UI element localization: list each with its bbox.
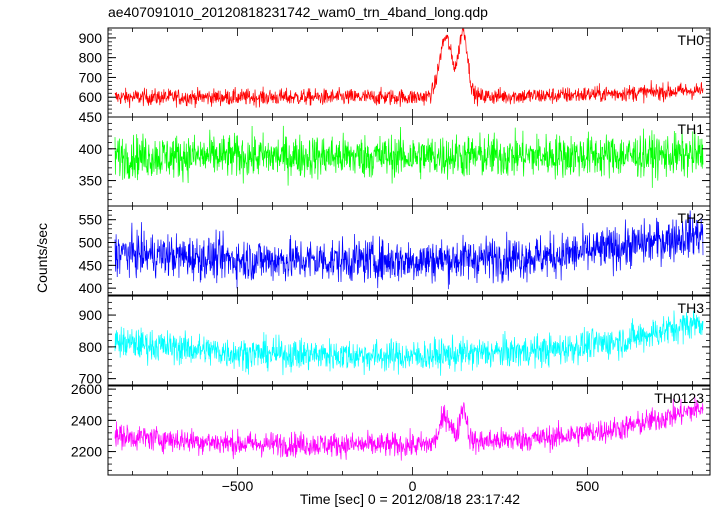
y-tick-label: 500 xyxy=(79,235,103,251)
y-tick-label: 700 xyxy=(79,371,103,387)
panel-frame xyxy=(107,205,711,296)
y-tick-label: 450 xyxy=(79,257,103,273)
x-tick-label: 500 xyxy=(576,478,600,494)
series-line-th3 xyxy=(114,310,704,376)
y-tick-label: 900 xyxy=(79,307,103,323)
y-tick-label: 400 xyxy=(79,141,103,157)
series-line-th2 xyxy=(114,210,704,290)
panel-frame xyxy=(107,385,711,476)
y-tick-label: 550 xyxy=(79,212,103,228)
panel-frame xyxy=(107,27,711,118)
panel-label-th0: TH0 xyxy=(678,32,705,48)
y-tick-label: 450 xyxy=(79,109,103,125)
y-tick-label: 2200 xyxy=(71,444,102,460)
series-line-th1 xyxy=(114,125,704,188)
chart-title: ae407091010_20120818231742_wam0_trn_4ban… xyxy=(108,4,488,20)
panel-label-th3: TH3 xyxy=(678,300,705,316)
y-tick-label: 350 xyxy=(79,173,103,189)
panel-frame xyxy=(107,116,711,207)
y-tick-label: 800 xyxy=(79,339,103,355)
panel-label-th2: TH2 xyxy=(678,210,705,226)
x-tick-label: −500 xyxy=(222,478,254,494)
series-line-th0123 xyxy=(114,397,704,461)
y-tick-label: 600 xyxy=(79,89,103,105)
y-tick-label: 2400 xyxy=(71,412,102,428)
y-tick-label: 900 xyxy=(79,30,103,46)
panel-frame xyxy=(107,295,711,386)
x-axis-label: Time [sec] 0 = 2012/08/18 23:17:42 xyxy=(299,491,521,507)
x-tick-label: 0 xyxy=(409,478,417,494)
y-tick-label: 400 xyxy=(79,280,103,296)
series-line-th0 xyxy=(114,27,704,109)
y-tick-label: 800 xyxy=(79,50,103,66)
y-tick-label: 2600 xyxy=(71,381,102,397)
panel-label-th0123: TH0123 xyxy=(654,390,704,406)
y-tick-label: 700 xyxy=(79,69,103,85)
panel-label-th1: TH1 xyxy=(678,121,705,137)
